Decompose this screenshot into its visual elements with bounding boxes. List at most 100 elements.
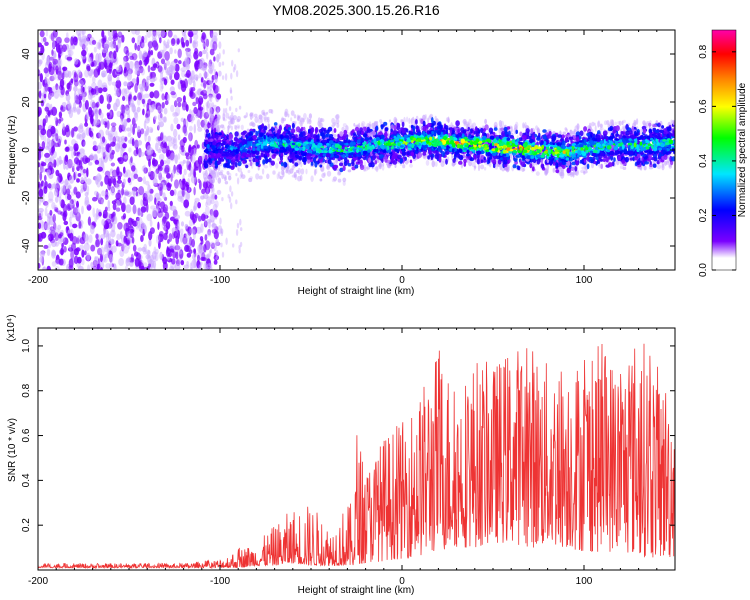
spectrogram-noise-cell	[123, 189, 130, 197]
spectrogram-halo-cell	[374, 166, 379, 171]
spectrogram-noise-cell	[202, 65, 208, 70]
spectrogram-noise-cell	[100, 181, 104, 187]
spectrogram-noise-cell	[166, 173, 171, 179]
spectrogram-noise-cell	[134, 251, 139, 257]
spectrogram-halo-cell	[214, 118, 219, 125]
spectrogram-noise-cell	[82, 168, 87, 174]
spectrogram-noise-cell	[204, 234, 208, 241]
spectrogram-noise-cell	[141, 246, 146, 252]
spectrogram-noise-cell	[170, 38, 176, 46]
spectrogram-noise-cell	[147, 135, 151, 142]
spectrogram-noise-cell	[137, 35, 142, 43]
spectrogram-noise-cell	[119, 230, 123, 240]
spectrogram-noise-cell	[190, 209, 194, 215]
spectrogram-noise-cell	[185, 104, 189, 112]
spectrogram-halo-cell	[275, 162, 279, 169]
spectrogram-noise-cell	[116, 171, 123, 178]
spectrogram-noise-cell	[230, 95, 233, 101]
spectrogram-noise-cell	[198, 245, 204, 254]
spectrogram-noise-cell	[105, 56, 111, 64]
spectrogram-noise-cell	[169, 244, 175, 251]
spectrogram-noise-cell	[70, 250, 75, 260]
spectrogram-noise-cell	[212, 186, 215, 194]
spectrogram-halo-cell	[237, 167, 242, 173]
spectrogram-halo-cell	[258, 175, 263, 180]
spectrogram-noise-cell	[175, 106, 181, 117]
spectrogram-noise-cell	[107, 73, 113, 82]
spectrogram-noise-cell	[177, 48, 182, 59]
spectrogram-noise-cell	[123, 222, 130, 232]
spectrogram-noise-cell	[51, 202, 56, 210]
spectrogram-noise-cell	[189, 109, 192, 115]
spectrogram-noise-cell	[200, 78, 204, 83]
spectrogram-noise-cell	[115, 135, 120, 142]
spectrogram-noise-cell	[102, 87, 108, 93]
spectrogram-noise-cell	[164, 164, 170, 173]
spectrogram-noise-cell	[203, 80, 207, 89]
spectrogram-noise-cell	[177, 190, 183, 200]
spectrogram-noise-cell	[91, 39, 97, 45]
spectrogram-noise-cell	[131, 186, 138, 192]
spectrogram-band-cell	[579, 159, 583, 164]
spectrogram-noise-cell	[149, 71, 153, 80]
spectrogram-noise-cell	[176, 38, 180, 45]
spectrogram-noise-cell	[180, 221, 185, 227]
spectrogram-halo-cell	[228, 120, 231, 125]
spectrogram-noise-cell	[77, 33, 82, 41]
spectrogram-noise-cell	[129, 261, 134, 267]
spectrogram-band-cell	[249, 161, 253, 167]
spectrogram-halo-cell	[424, 155, 427, 160]
spectrogram-noise-cell	[208, 183, 214, 189]
spectrogram-noise-cell	[198, 51, 203, 57]
spectrogram-halo-cell	[284, 108, 289, 116]
spectrogram-noise-cell	[126, 118, 131, 123]
spectrogram-noise-cell	[147, 184, 151, 194]
spectrogram-noise-cell	[88, 39, 92, 45]
spectrogram-noise-cell	[99, 112, 104, 119]
spectrogram-band-cell	[648, 122, 652, 127]
spectrogram-noise-cell	[131, 37, 136, 44]
spectrogram-halo-cell	[335, 113, 340, 120]
spectrogram-halo-cell	[220, 124, 225, 128]
spectrogram-noise-cell	[81, 49, 87, 57]
spectrogram-noise-cell	[51, 250, 57, 257]
spectrogram-noise-cell	[127, 132, 132, 138]
spectrogram-noise-cell	[151, 31, 158, 40]
spectrogram-halo-cell	[565, 128, 569, 133]
spectrogram-halo-cell	[232, 115, 238, 121]
spectrogram-noise-cell	[131, 138, 135, 147]
spectrogram-noise-cell	[69, 221, 73, 227]
spectrogram-noise-cell	[144, 132, 147, 142]
spectrogram-noise-cell	[132, 125, 136, 135]
spectrogram-noise-cell	[116, 66, 122, 73]
spectrogram-noise-cell	[190, 87, 196, 92]
spectrogram-noise-cell	[209, 48, 215, 56]
spectrogram-noise-cell	[188, 76, 193, 85]
spectrogram-noise-cell	[104, 175, 109, 185]
spectrogram-noise-cell	[206, 111, 209, 117]
spectrogram-noise-cell	[170, 172, 173, 182]
spectrogram-noise-cell	[202, 105, 205, 115]
spectrogram-band-cell	[529, 163, 533, 169]
spectrogram-noise-cell	[134, 111, 138, 119]
spectrogram-band-cell	[455, 120, 460, 127]
spectrogram-noise-cell	[140, 86, 143, 94]
spectrogram-noise-cell	[98, 193, 102, 201]
spectrogram-noise-cell	[69, 146, 74, 152]
spectrogram-noise-cell	[144, 35, 148, 43]
spectrogram-halo-cell	[209, 112, 213, 118]
spectrogram-noise-cell	[144, 117, 150, 124]
spectrogram-noise-cell	[76, 200, 79, 209]
spectrogram-noise-cell	[44, 207, 48, 217]
spectrogram-noise-cell	[207, 228, 212, 236]
spectrogram-halo-cell	[226, 170, 230, 175]
spectrogram-noise-cell	[53, 90, 60, 99]
spectrogram-noise-cell	[49, 92, 55, 98]
spectrogram-noise-cell	[77, 173, 82, 177]
spectrogram-noise-cell	[44, 83, 49, 92]
spectrogram-noise-cell	[111, 263, 115, 268]
spectrogram-noise-cell	[133, 109, 139, 115]
spectrogram-noise-cell	[161, 93, 165, 101]
spectrogram-halo-cell	[308, 118, 312, 125]
spectrogram-noise-cell	[81, 43, 86, 51]
